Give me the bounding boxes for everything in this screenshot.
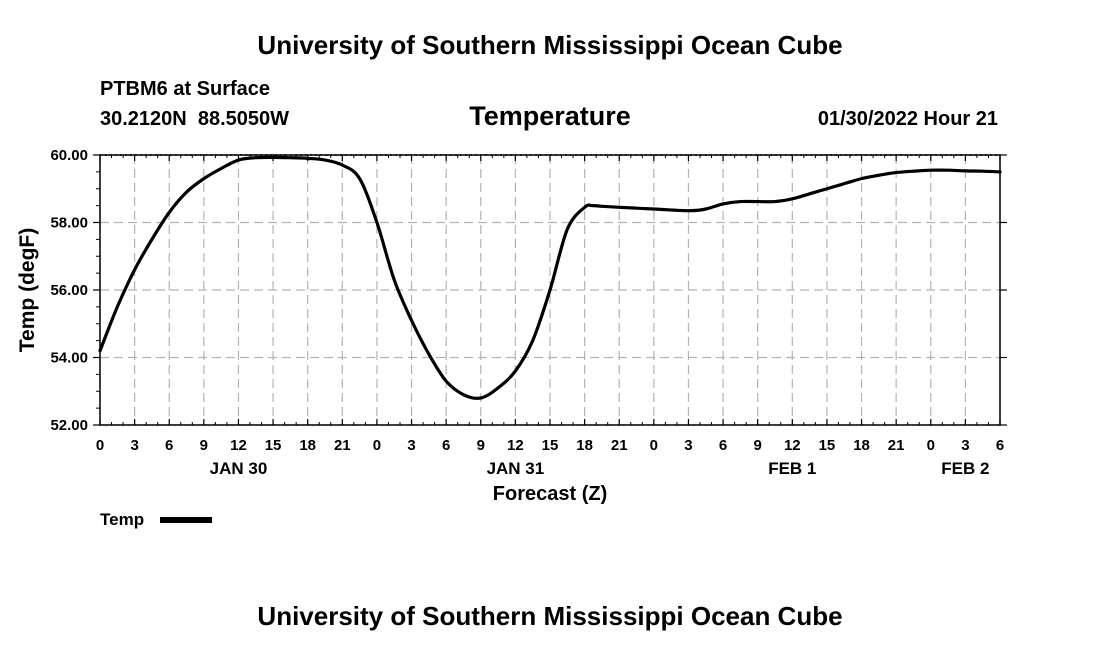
x-tick-label: 21 <box>334 437 351 454</box>
x-tick-label: 12 <box>230 437 247 454</box>
x-tick-label: 0 <box>927 437 935 454</box>
y-tick-label: 52.00 <box>50 417 88 434</box>
x-tick-label: 0 <box>373 437 381 454</box>
day-label: FEB 1 <box>768 459 816 478</box>
x-tick-label: 3 <box>130 437 138 454</box>
plot-frame <box>99 154 1001 426</box>
y-tick-label: 56.00 <box>50 282 88 299</box>
x-tick-label: 0 <box>650 437 658 454</box>
x-tick-label: 6 <box>442 437 450 454</box>
day-label: JAN 30 <box>210 459 268 478</box>
x-tick-label: 6 <box>165 437 173 454</box>
temp-series-line <box>98 155 1002 400</box>
x-tick-label: 15 <box>265 437 282 454</box>
x-tick-label: 9 <box>477 437 485 454</box>
x-tick-label: 12 <box>784 437 801 454</box>
x-tick-label: 21 <box>888 437 905 454</box>
y-tick-label: 58.00 <box>50 215 88 232</box>
variable-title: Temperature <box>469 101 631 131</box>
x-tick-label: 18 <box>576 437 593 454</box>
y-tick-label: 54.00 <box>50 350 88 367</box>
x-tick-label: 15 <box>542 437 559 454</box>
day-labels: JAN 30 JAN 31 FEB 1 FEB 2 <box>210 459 990 478</box>
footer-title: University of Southern Mississippi Ocean… <box>257 601 842 631</box>
y-tick-label: 60.00 <box>50 147 88 164</box>
chart-title: University of Southern Mississippi Ocean… <box>257 30 842 60</box>
x-tick-label: 12 <box>507 437 524 454</box>
legend: Temp <box>100 510 212 529</box>
x-tick-label: 21 <box>611 437 628 454</box>
station-coords: 30.2120N 88.5050W <box>100 108 289 130</box>
y-axis: 52.00 54.00 56.00 58.00 60.00 <box>50 147 1007 434</box>
forecast-datetime: 01/30/2022 Hour 21 <box>818 108 998 130</box>
station-label: PTBM6 at Surface <box>100 78 270 100</box>
x-tick-label: 0 <box>96 437 104 454</box>
day-label: JAN 31 <box>487 459 545 478</box>
x-tick-label: 9 <box>200 437 208 454</box>
x-axis-label: Forecast (Z) <box>493 483 607 505</box>
y-axis-label: Temp (degF) <box>16 228 39 352</box>
x-tick-label: 9 <box>754 437 762 454</box>
x-tick-label: 15 <box>819 437 836 454</box>
legend-label: Temp <box>100 510 144 529</box>
day-label: FEB 2 <box>941 459 989 478</box>
x-tick-label: 18 <box>853 437 870 454</box>
x-tick-label: 3 <box>684 437 692 454</box>
x-tick-label: 3 <box>961 437 969 454</box>
x-tick-label: 6 <box>719 437 727 454</box>
x-tick-label: 18 <box>299 437 316 454</box>
x-tick-label: 3 <box>407 437 415 454</box>
x-tick-label: 6 <box>996 437 1004 454</box>
